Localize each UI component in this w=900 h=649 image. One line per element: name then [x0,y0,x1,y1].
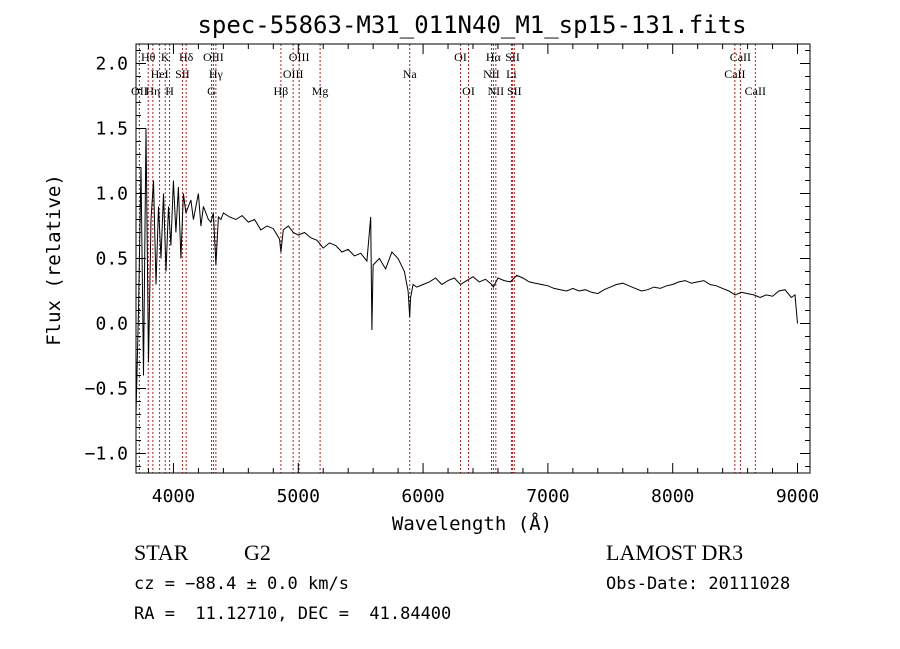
line-label-hα: Hα [486,50,502,64]
y-tick-label: 2.0 [95,54,128,75]
line-label-caii: CaII [730,50,751,64]
line-label-k: K [161,50,170,64]
line-label-nii: NII [488,84,505,98]
y-tick-label: 0.0 [95,314,128,335]
line-label-li: Li [506,67,517,81]
line-label-sii: SII [507,84,522,98]
object-class: STAR [134,540,189,565]
x-axis-label: Wavelength (Å) [392,512,552,535]
y-tick-label: 0.5 [95,249,128,270]
line-label-hβ: Hβ [274,84,289,98]
y-tick-label: 1.0 [95,184,128,205]
y-tick-label: −1.0 [85,444,128,465]
x-tick-label: 7000 [526,486,569,507]
x-tick-label: 9000 [776,486,819,507]
x-tick-label: 5000 [277,486,320,507]
line-label-caii: CaII [724,67,745,81]
line-label-sii: SII [175,67,190,81]
chart-title: spec-55863-M31_011N40_M1_sp15-131.fits [197,11,746,39]
line-label-oi: OI [454,50,467,64]
y-axis-label: Flux (relative) [43,174,65,346]
line-label-nii: NII [483,67,500,81]
line-label-hei: HeI [151,67,169,81]
line-label-caii: CaII [745,84,766,98]
line-label-hη: Hη [145,84,160,98]
x-tick-label: 8000 [651,486,694,507]
line-label-h: H [165,84,174,98]
line-label-oiii: OIII [283,67,304,81]
flux-series-line [135,128,798,415]
x-tick-label: 4000 [152,486,195,507]
line-label-oiii: OIII [289,50,310,64]
emission-line-markers [138,44,756,473]
line-label-hθ: Hθ [141,50,156,64]
x-axis-ticks: 4000 5000 6000 7000 8000 9000 [147,44,819,507]
line-label-oii: OII [131,84,148,98]
line-label-na: Na [403,67,418,81]
y-tick-label: −0.5 [85,379,128,400]
redshift-cz: cz = −88.4 ± 0.0 km/s [134,574,349,594]
survey-name: LAMOST DR3 [606,540,744,565]
coordinates: RA = 11.12710, DEC = 41.84400 [134,604,452,624]
y-axis-ticks: −1.0 −0.5 0.0 0.5 1.0 1.5 2.0 [85,50,810,467]
line-label-oi: OI [462,84,475,98]
plot-frame [135,43,811,474]
y-tick-label: 1.5 [95,119,128,140]
observation-date: Obs-Date: 20111028 [606,574,791,594]
line-label-mg: Mg [312,84,329,98]
x-tick-label: 6000 [401,486,444,507]
line-label-hδ: Hδ [179,50,194,64]
object-subclass: G2 [244,540,271,565]
line-label-hγ: Hγ [209,67,224,81]
line-label-g: G [207,84,216,98]
line-label-oiii: OIII [203,50,224,64]
line-label-sii: SII [505,50,520,64]
